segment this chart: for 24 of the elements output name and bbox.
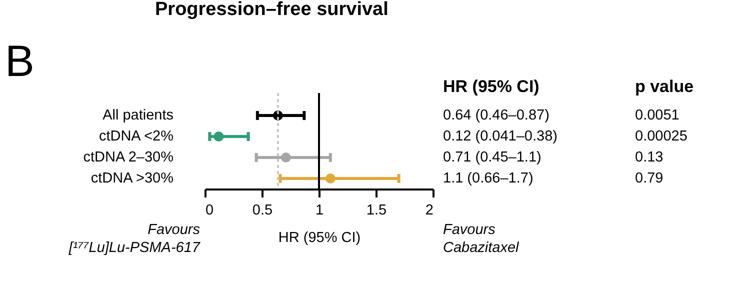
text: 0.79 <box>635 170 664 186</box>
x-tick-label: 0 <box>206 202 214 218</box>
text: 0.13 <box>635 150 664 166</box>
text: p value <box>635 77 694 96</box>
text: 0.0051 <box>635 108 680 124</box>
text: 0.00025 <box>635 128 688 144</box>
text: B <box>5 37 34 86</box>
text: Favours [¹⁷⁷Lu]Lu-PSMA-617 <box>68 222 201 256</box>
chart-title: Progression–free survival <box>155 0 388 20</box>
y-tick-label: All patients <box>102 108 174 124</box>
x-tick-label: 1.5 <box>366 202 387 218</box>
text: 1.1 (0.66–1.7) <box>443 170 534 186</box>
text: HR (95% CI) <box>443 77 540 96</box>
text: 0.12 (0.041–0.38) <box>443 128 558 144</box>
x-axis-title: HR (95% CI) <box>278 230 361 246</box>
y-tick-label: ctDNA 2–30% <box>83 150 174 166</box>
x-tick-label: 2 <box>425 202 434 218</box>
y-tick-label: ctDNA <2% <box>98 128 174 144</box>
text: 0.71 (0.45–1.1) <box>443 150 542 166</box>
y-tick-label: ctDNA >30% <box>90 170 174 186</box>
x-tick-label: 0.5 <box>252 202 273 218</box>
text: 0.64 (0.46–0.87) <box>443 108 550 124</box>
text: Favours Cabazitaxel <box>443 222 520 256</box>
x-tick-label: 1 <box>315 202 324 218</box>
